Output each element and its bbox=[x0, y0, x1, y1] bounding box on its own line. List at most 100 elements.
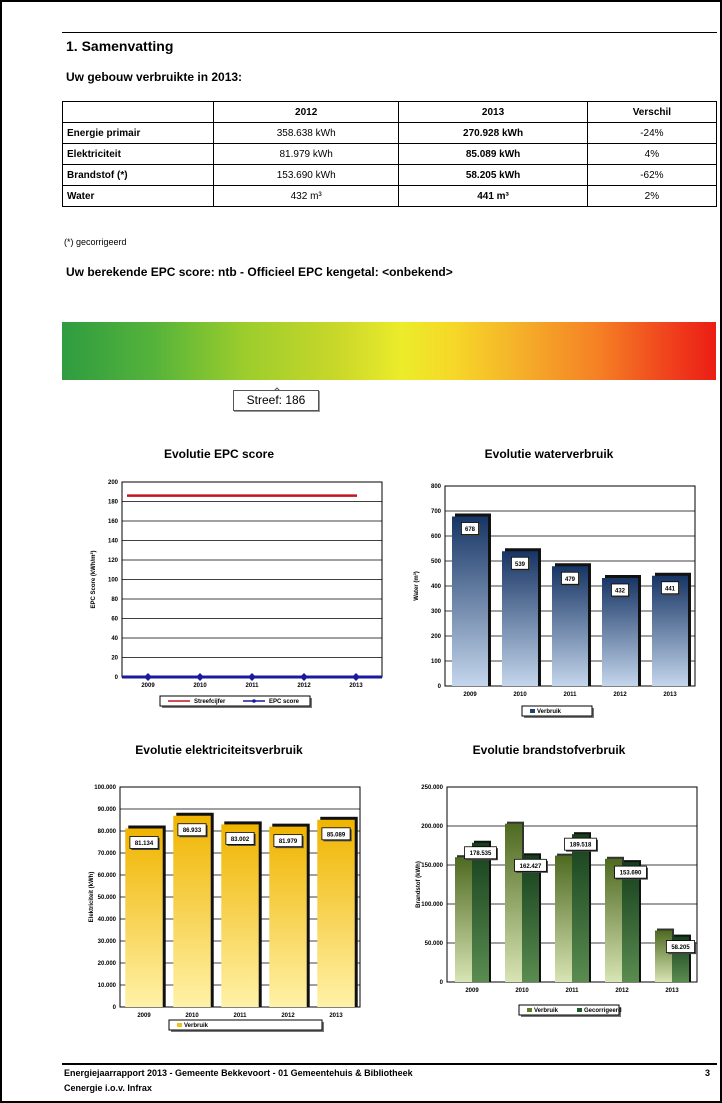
y-tick-label: 0 bbox=[113, 1005, 117, 1011]
fuel-chart: 0 50.000 100.000 150.000 200.000 250.000 2009 2… bbox=[416, 785, 698, 1017]
data-label: 678 bbox=[465, 527, 476, 533]
x-tick-label: 2013 bbox=[349, 683, 363, 689]
bar-verbruik bbox=[605, 858, 622, 982]
y-tick-label: 700 bbox=[431, 509, 442, 515]
value-diff: -62% bbox=[586, 164, 718, 186]
legend-box bbox=[518, 1004, 620, 1016]
x-tick-label: 2011 bbox=[563, 692, 577, 698]
water-chart: 0 100 200 300 400 500 600 700 800 2009 2010 2011 201… bbox=[413, 484, 696, 718]
x-tick-label: 2011 bbox=[233, 1013, 247, 1019]
x-tick-label: 2013 bbox=[665, 988, 679, 994]
legend-swatch bbox=[530, 709, 535, 713]
data-label-box bbox=[564, 837, 597, 851]
footer-report-title: Energiejaarrapport 2013 - Gemeente Bekke… bbox=[64, 1068, 413, 1078]
value-2012: 81.979 kWh bbox=[212, 143, 400, 165]
value-2013: 270.928 kWh bbox=[398, 122, 588, 144]
legend-label: Verbruik bbox=[537, 709, 562, 715]
data-point bbox=[248, 673, 256, 681]
x-tick-label: 2010 bbox=[515, 988, 529, 994]
y-tick-label: 100 bbox=[431, 659, 442, 665]
y-tick-label: 150.000 bbox=[421, 863, 443, 869]
y-tick-label: 300 bbox=[431, 609, 442, 615]
x-tick-label: 2011 bbox=[245, 683, 259, 689]
y-tick-label: 0 bbox=[115, 675, 119, 681]
data-label-box bbox=[614, 865, 647, 879]
value-2013: 58.205 kWh bbox=[398, 164, 588, 186]
x-tick-label: 2011 bbox=[565, 988, 579, 994]
data-point bbox=[352, 673, 360, 681]
table-row: Water 432 m³ 441 m³ 2% bbox=[62, 185, 718, 207]
y-tick-label: 200.000 bbox=[421, 824, 443, 830]
y-tick-label: 160 bbox=[108, 519, 119, 525]
table-row: Brandstof (*) 153.690 kWh 58.205 kWh -62… bbox=[62, 164, 718, 186]
value-diff: 4% bbox=[586, 143, 718, 165]
y-tick-label: 120 bbox=[108, 558, 119, 564]
y-tick-label: 250.000 bbox=[421, 785, 443, 791]
x-tick-label: 2012 bbox=[297, 683, 311, 689]
bar-gecorrigeerd bbox=[622, 862, 639, 982]
bar bbox=[452, 516, 488, 686]
x-tick-label: 2012 bbox=[281, 1013, 295, 1019]
x-tick-label: 2013 bbox=[663, 692, 677, 698]
data-label-box bbox=[464, 846, 497, 860]
x-tick-label: 2010 bbox=[193, 683, 207, 689]
value-2012: 153.690 kWh bbox=[212, 164, 400, 186]
data-label-box bbox=[273, 834, 303, 848]
data-label: 81.979 bbox=[279, 839, 298, 845]
data-point bbox=[196, 673, 204, 681]
legend-swatch bbox=[177, 1023, 182, 1027]
legend-label: EPC score bbox=[269, 699, 300, 705]
y-tick-label: 80 bbox=[111, 597, 118, 603]
data-label-box bbox=[511, 556, 529, 570]
streef-label: Streef: 186 bbox=[233, 390, 319, 411]
y-tick-label: 600 bbox=[431, 534, 442, 540]
subtitle: Uw gebouw verbruikte in 2013: bbox=[66, 70, 243, 84]
header-empty bbox=[62, 101, 214, 123]
bar bbox=[125, 828, 163, 1007]
data-label: 83.002 bbox=[231, 837, 250, 843]
data-label: 441 bbox=[665, 586, 676, 592]
chart-title-water: Evolutie waterverbruik bbox=[484, 447, 614, 461]
data-label-box bbox=[129, 836, 159, 849]
data-label: 178.535 bbox=[470, 851, 492, 857]
y-tick-label: 30.000 bbox=[98, 939, 117, 945]
y-axis-label: EPC Score (kWh/m²) bbox=[90, 550, 97, 608]
data-label: 189.518 bbox=[570, 843, 592, 849]
data-label-box bbox=[665, 940, 695, 954]
y-tick-label: 40.000 bbox=[98, 917, 117, 923]
data-label: 432 bbox=[615, 589, 626, 595]
y-tick-label: 50.000 bbox=[425, 941, 444, 947]
data-label-box bbox=[561, 571, 579, 585]
legend-box bbox=[168, 1019, 323, 1031]
row-label: Elektriciteit bbox=[62, 143, 214, 165]
footer-rule bbox=[62, 1063, 717, 1065]
x-tick-label: 2012 bbox=[613, 692, 627, 698]
legend-marker bbox=[252, 699, 256, 703]
data-label-box bbox=[514, 858, 547, 872]
x-tick-label: 2009 bbox=[465, 988, 479, 994]
y-tick-label: 200 bbox=[108, 480, 119, 486]
bar bbox=[502, 551, 538, 686]
x-tick-label: 2010 bbox=[185, 1013, 199, 1019]
footer-author: Cenergie i.o.v. Infrax bbox=[64, 1083, 152, 1093]
y-tick-label: 10.000 bbox=[98, 983, 117, 989]
data-point bbox=[300, 673, 308, 681]
value-2012: 432 m³ bbox=[212, 185, 400, 207]
chart-title-epc: Evolutie EPC score bbox=[163, 447, 275, 461]
y-tick-label: 100.000 bbox=[421, 902, 443, 908]
value-diff: 2% bbox=[586, 185, 718, 207]
y-tick-label: 90.000 bbox=[98, 807, 117, 813]
x-tick-label: 2009 bbox=[463, 692, 477, 698]
data-label-box bbox=[461, 522, 479, 535]
y-tick-label: 50.000 bbox=[98, 895, 117, 901]
data-label: 153.690 bbox=[620, 871, 642, 877]
y-tick-label: 140 bbox=[108, 539, 119, 545]
value-2012: 358.638 kWh bbox=[212, 122, 400, 144]
data-label: 85.089 bbox=[327, 832, 346, 838]
data-label: 539 bbox=[515, 562, 526, 568]
data-label-box bbox=[225, 831, 255, 845]
chart-title-fuel: Evolutie brandstofverbruik bbox=[472, 743, 626, 757]
x-tick-label: 2009 bbox=[141, 683, 155, 689]
value-2013: 441 m³ bbox=[398, 185, 588, 207]
